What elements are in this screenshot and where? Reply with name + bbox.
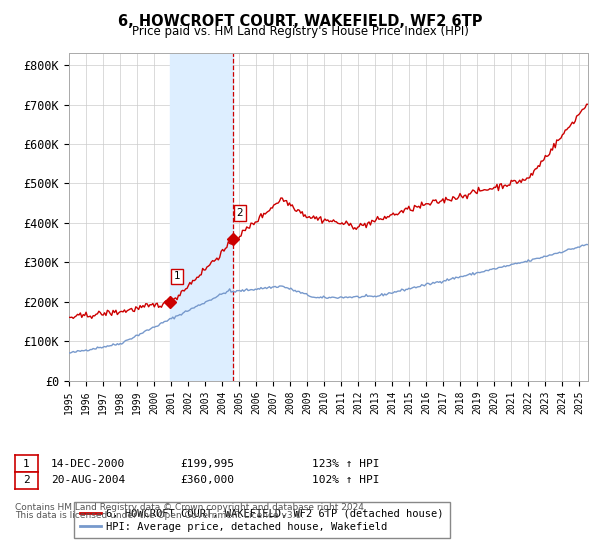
Text: 102% ↑ HPI: 102% ↑ HPI	[312, 475, 380, 486]
Text: 1: 1	[23, 459, 30, 469]
Text: 2: 2	[23, 475, 30, 486]
Text: £360,000: £360,000	[180, 475, 234, 486]
Text: Contains HM Land Registry data © Crown copyright and database right 2024.: Contains HM Land Registry data © Crown c…	[15, 503, 367, 512]
Legend: 6, HOWCROFT COURT, WAKEFIELD, WF2 6TP (detached house), HPI: Average price, deta: 6, HOWCROFT COURT, WAKEFIELD, WF2 6TP (d…	[74, 502, 450, 538]
Bar	[170, 53, 233, 381]
Text: 14-DEC-2000: 14-DEC-2000	[51, 459, 125, 469]
Text: £199,995: £199,995	[180, 459, 234, 469]
Text: This data is licensed under the Open Government Licence v3.0.: This data is licensed under the Open Gov…	[15, 511, 304, 520]
Text: 6, HOWCROFT COURT, WAKEFIELD, WF2 6TP: 6, HOWCROFT COURT, WAKEFIELD, WF2 6TP	[118, 14, 482, 29]
Text: 123% ↑ HPI: 123% ↑ HPI	[312, 459, 380, 469]
Text: 20-AUG-2004: 20-AUG-2004	[51, 475, 125, 486]
Text: Price paid vs. HM Land Registry's House Price Index (HPI): Price paid vs. HM Land Registry's House …	[131, 25, 469, 38]
Text: 1: 1	[174, 271, 181, 281]
Text: 2: 2	[236, 208, 243, 218]
